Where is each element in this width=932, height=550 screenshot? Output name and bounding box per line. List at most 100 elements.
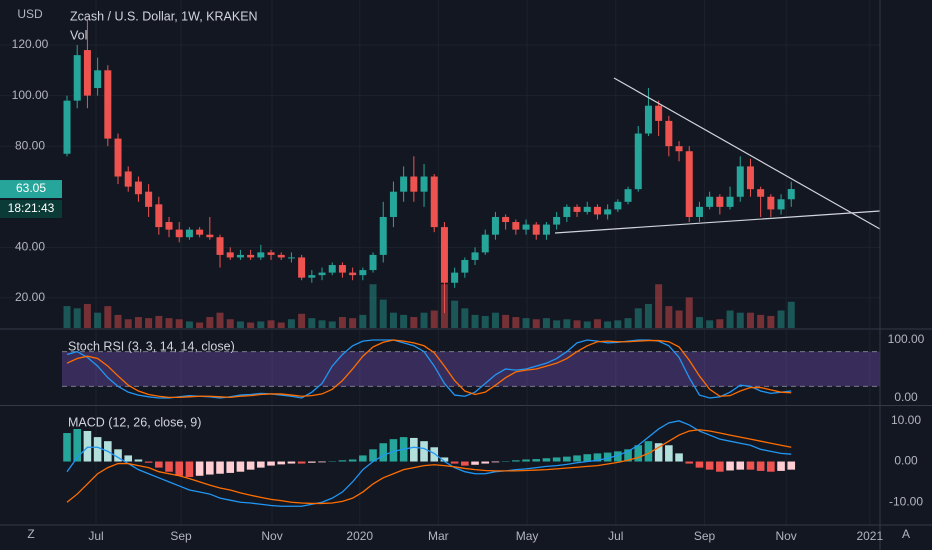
candle-body (196, 229, 204, 235)
histogram-bar (236, 461, 245, 472)
volume-bar (134, 317, 142, 328)
histogram-bar (512, 460, 520, 462)
trend-line (554, 210, 881, 234)
volume-bar (451, 300, 459, 328)
histogram-bar (450, 461, 459, 464)
histogram-bar (155, 461, 163, 468)
volume-bar (777, 310, 785, 328)
histogram-bar (675, 453, 683, 462)
candle-body (502, 216, 510, 223)
histogram-bar (318, 461, 326, 463)
candle-body (685, 151, 693, 217)
candle-body (155, 204, 163, 228)
currency: USD (17, 7, 43, 21)
histogram-bar (124, 455, 133, 462)
candle-body (563, 206, 571, 217)
volume-bar (573, 320, 581, 328)
candle-body (440, 227, 448, 283)
histogram-bar (359, 455, 367, 462)
indicator-line (66, 429, 792, 505)
candle-body (104, 70, 112, 139)
histogram-bar (695, 461, 704, 468)
candle-body (389, 191, 397, 217)
volume-bar (675, 310, 683, 328)
candle-body (338, 265, 346, 273)
histogram-bar (338, 460, 347, 462)
x-tick-label: Sep (170, 529, 192, 543)
histogram-bar (767, 461, 775, 472)
histogram-bar (603, 452, 612, 462)
candle-body (410, 176, 418, 192)
candle-body (522, 224, 530, 230)
histogram-bar (481, 461, 490, 464)
candle-body (461, 259, 469, 273)
histogram-bar (165, 461, 173, 472)
volume-bar (338, 317, 346, 328)
histogram-bar (257, 461, 265, 468)
candle-body (94, 70, 102, 89)
candle-body (206, 234, 214, 238)
y-tick-label: 120.00 (12, 37, 49, 51)
histogram-bar (410, 437, 418, 462)
histogram-bar (63, 433, 71, 462)
volume-bar (685, 297, 693, 328)
candle-body (216, 237, 224, 255)
volume-bar (145, 318, 153, 328)
histogram-bar (614, 451, 622, 462)
auto-scale-button[interactable]: A (902, 527, 910, 541)
volume-bar (226, 319, 234, 328)
volume-bar (644, 303, 652, 328)
volume-bar (420, 312, 428, 328)
histogram-bar (195, 461, 204, 476)
x-tick-label: Jul (608, 529, 623, 543)
labels: USD Zcash / U.S. Dollar, 1W, KRAKEN Vol … (0, 7, 925, 543)
histogram-bar (216, 461, 224, 474)
volume-bar (532, 319, 540, 328)
histogram-bar (542, 458, 551, 462)
candle-body (328, 265, 336, 273)
volume-bar (94, 312, 102, 328)
indicator-title: Stoch RSI (3, 3, 14, 14, close) (68, 339, 235, 353)
volume-bar (196, 322, 204, 328)
volume-bar (512, 317, 520, 328)
candle-body (604, 209, 612, 215)
volume-bar (114, 314, 122, 328)
histogram-bar (644, 441, 653, 462)
volume-bar (624, 318, 632, 328)
histogram-bar (665, 445, 673, 462)
y-tick-label: 100.00 (12, 88, 49, 102)
candle-body (695, 206, 703, 217)
timezone-button[interactable]: Z (27, 527, 34, 541)
indicator-title: MACD (12, 26, close, 9) (68, 415, 201, 429)
histogram-bar (716, 461, 724, 472)
band (62, 351, 880, 387)
y-tick-label: -10.00 (889, 494, 923, 508)
volume-bar (757, 314, 765, 328)
y-tick-label: 10.00 (891, 413, 921, 427)
candle-body (145, 191, 153, 207)
histogram-bar (420, 441, 428, 462)
histogram-bar (756, 461, 765, 471)
volume-bar (359, 314, 367, 328)
candle-body (175, 229, 183, 238)
histogram-bar (685, 461, 694, 464)
candle-body (83, 50, 91, 96)
indicator-line (66, 339, 792, 399)
volume-bar (746, 312, 754, 328)
candle-body (277, 254, 285, 258)
candle-body (247, 254, 255, 258)
candle-body (757, 189, 765, 197)
indicator-line (66, 420, 792, 507)
y-tick-label: 0.00 (894, 390, 918, 404)
candle-body (491, 216, 499, 235)
candle-body (257, 252, 265, 258)
volume-bar (583, 321, 591, 328)
histogram-bar (563, 456, 571, 462)
volume-bar (716, 319, 724, 328)
candle-body (777, 199, 785, 210)
candle-body (542, 224, 550, 235)
volume-bar (206, 317, 214, 328)
volume-bar (104, 306, 112, 328)
histogram-bar (297, 461, 306, 464)
histogram-bar (379, 443, 388, 462)
